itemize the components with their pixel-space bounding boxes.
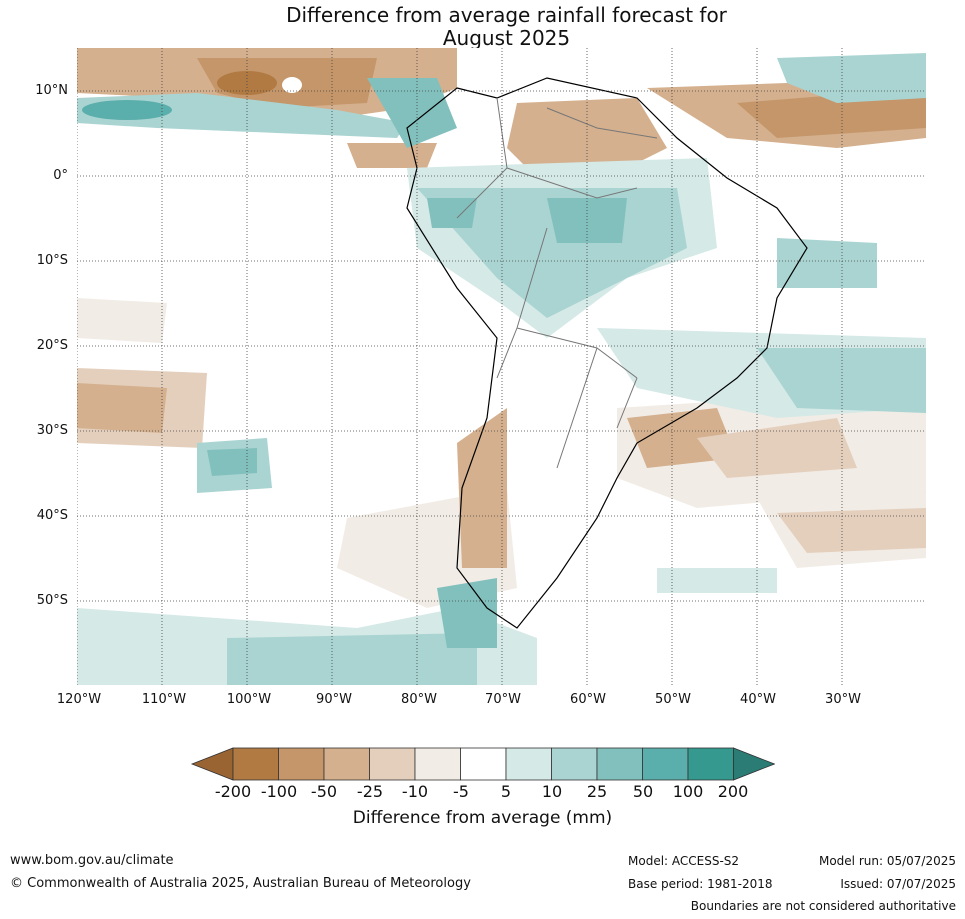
graticule	[77, 48, 926, 685]
colorbar-swatch	[369, 747, 416, 781]
map-title: Difference from average rainfall forecas…	[0, 4, 965, 50]
colorbar-swatch	[232, 747, 279, 781]
colorbar-swatch	[414, 747, 461, 781]
lat-label-10n: 10°N	[35, 83, 68, 98]
model-text: Model: ACCESS-S2	[628, 854, 740, 868]
lat-label-40s: 40°S	[36, 508, 68, 523]
colorbar-tick: -200	[214, 782, 252, 801]
lat-label-20s: 20°S	[36, 338, 68, 353]
lat-label-10s: 10°S	[36, 253, 68, 268]
lat-label-0: 0°	[53, 168, 68, 183]
lon-label-120w: 120°W	[56, 692, 102, 707]
lon-label-70w: 70°W	[485, 692, 521, 707]
dry-anomaly-areas	[77, 48, 926, 608]
colorbar-swatch	[687, 747, 734, 781]
colorbar-arrow-high	[733, 747, 775, 781]
lon-label-60w: 60°W	[570, 692, 606, 707]
colorbar-swatch	[642, 747, 689, 781]
disclaimer-text: Boundaries are not considered authoritat…	[690, 899, 956, 913]
lat-label-30s: 30°S	[36, 423, 68, 438]
colorbar-tick: -5	[453, 782, 469, 801]
coastlines	[406, 77, 808, 629]
colorbar-tick: -50	[310, 782, 338, 801]
colorbar-tick: -100	[260, 782, 298, 801]
colorbar-tick: -25	[356, 782, 384, 801]
colorbar-swatch	[596, 747, 643, 781]
colorbar-swatch	[278, 747, 325, 781]
lon-label-50w: 50°W	[655, 692, 691, 707]
colorbar-tick: 10	[541, 782, 563, 801]
lon-label-40w: 40°W	[740, 692, 776, 707]
colorbar-swatch	[460, 747, 507, 781]
model-run-text: Model run: 05/07/2025	[818, 854, 956, 868]
lon-label-80w: 80°W	[401, 692, 437, 707]
lon-label-100w: 100°W	[226, 692, 272, 707]
colorbar-tick: 100	[672, 782, 704, 801]
colorbar-tick: 5	[500, 782, 512, 801]
colorbar-tick: 200	[717, 782, 749, 801]
colorbar-arrow-low	[190, 747, 234, 781]
issued-text: Issued: 07/07/2025	[840, 877, 956, 891]
colorbar-label: Difference from average (mm)	[352, 808, 613, 828]
website-link[interactable]: www.bom.gov.au/climate	[10, 853, 174, 868]
title-line-1: Difference from average rainfall forecas…	[286, 3, 727, 27]
rainfall-map	[77, 48, 926, 685]
copyright-text: © Commonwealth of Australia 2025, Austra…	[10, 876, 471, 891]
colorbar-tick: -10	[401, 782, 429, 801]
title-line-2: August 2025	[442, 26, 571, 50]
colorbar	[190, 747, 775, 781]
lon-label-110w: 110°W	[141, 692, 187, 707]
colorbar-tick: 50	[632, 782, 654, 801]
map-canvas	[77, 48, 926, 685]
wet-anomaly-areas	[77, 53, 926, 685]
lat-label-50s: 50°S	[36, 593, 68, 608]
colorbar-swatch	[551, 747, 598, 781]
colorbar-swatch	[505, 747, 552, 781]
colorbar-swatch	[323, 747, 370, 781]
lon-label-30w: 30°W	[825, 692, 861, 707]
colorbar-tick: 25	[586, 782, 608, 801]
base-period-text: Base period: 1981-2018	[628, 877, 773, 891]
lon-label-90w: 90°W	[316, 692, 352, 707]
